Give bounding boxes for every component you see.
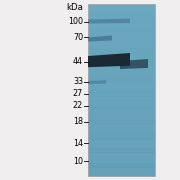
Bar	[88, 79, 155, 82]
Bar	[88, 56, 155, 58]
Text: 18: 18	[73, 118, 83, 127]
Bar	[88, 51, 155, 54]
Bar	[88, 62, 155, 65]
Bar	[88, 174, 155, 177]
Bar	[88, 154, 155, 157]
Bar	[88, 148, 155, 151]
Bar	[88, 77, 155, 80]
Bar	[88, 172, 155, 174]
Bar	[88, 122, 155, 125]
Bar	[88, 13, 155, 15]
Polygon shape	[88, 35, 112, 42]
Bar	[88, 131, 155, 134]
Bar	[88, 49, 155, 52]
Bar	[88, 165, 155, 168]
Bar	[88, 88, 155, 91]
Bar	[88, 45, 155, 48]
Bar	[88, 84, 155, 86]
Bar	[88, 103, 155, 105]
Bar	[88, 21, 155, 24]
Text: 10: 10	[73, 156, 83, 165]
Bar	[88, 47, 155, 50]
Text: 27: 27	[73, 89, 83, 98]
Bar	[88, 43, 155, 45]
Polygon shape	[88, 53, 130, 67]
Bar	[88, 28, 155, 30]
Bar	[88, 159, 155, 161]
Bar	[88, 71, 155, 73]
Bar	[88, 144, 155, 146]
Bar	[88, 4, 155, 176]
Bar	[88, 75, 155, 78]
Bar	[88, 99, 155, 101]
Bar	[88, 146, 155, 148]
Bar	[88, 152, 155, 155]
Polygon shape	[88, 80, 106, 84]
Bar	[88, 73, 155, 75]
Bar	[88, 26, 155, 28]
Bar	[88, 167, 155, 170]
Bar	[88, 94, 155, 97]
Text: 33: 33	[73, 78, 83, 87]
Bar	[88, 58, 155, 60]
Bar	[88, 140, 155, 142]
Bar	[88, 53, 155, 56]
Bar	[88, 69, 155, 71]
Bar	[88, 150, 155, 153]
Bar	[88, 66, 155, 69]
Bar	[88, 127, 155, 129]
Bar	[88, 111, 155, 114]
Bar	[88, 161, 155, 164]
Bar	[88, 4, 155, 7]
Bar	[88, 60, 155, 63]
Bar	[88, 120, 155, 123]
Bar	[88, 157, 155, 159]
Bar	[88, 34, 155, 37]
Bar	[88, 170, 155, 172]
Bar	[88, 81, 155, 84]
Bar	[88, 19, 155, 22]
Text: 22: 22	[73, 102, 83, 111]
Bar	[88, 129, 155, 131]
Bar	[88, 105, 155, 108]
Bar	[88, 40, 155, 43]
Bar	[88, 107, 155, 110]
Bar	[88, 86, 155, 88]
Bar	[88, 23, 155, 26]
Text: 44: 44	[73, 57, 83, 66]
Bar	[88, 15, 155, 17]
Bar	[88, 118, 155, 121]
Bar	[88, 116, 155, 118]
Text: kDa: kDa	[66, 3, 83, 12]
Text: 100: 100	[68, 17, 83, 26]
Bar	[88, 6, 155, 9]
Bar	[88, 8, 155, 11]
Bar	[88, 124, 155, 127]
Bar	[88, 133, 155, 136]
Bar	[88, 137, 155, 140]
Bar	[88, 17, 155, 20]
Bar	[88, 38, 155, 41]
Bar	[88, 96, 155, 99]
Bar	[88, 36, 155, 39]
Text: 14: 14	[73, 138, 83, 147]
Bar	[88, 109, 155, 112]
Bar	[88, 163, 155, 166]
Text: 70: 70	[73, 33, 83, 42]
Polygon shape	[88, 19, 130, 24]
Polygon shape	[120, 59, 148, 69]
Bar	[88, 92, 155, 95]
Bar	[88, 10, 155, 13]
Bar	[88, 101, 155, 103]
Bar	[88, 90, 155, 93]
Bar	[88, 135, 155, 138]
Bar	[88, 114, 155, 116]
Bar	[88, 32, 155, 35]
Bar	[88, 64, 155, 67]
Bar	[88, 142, 155, 144]
Bar	[88, 30, 155, 32]
